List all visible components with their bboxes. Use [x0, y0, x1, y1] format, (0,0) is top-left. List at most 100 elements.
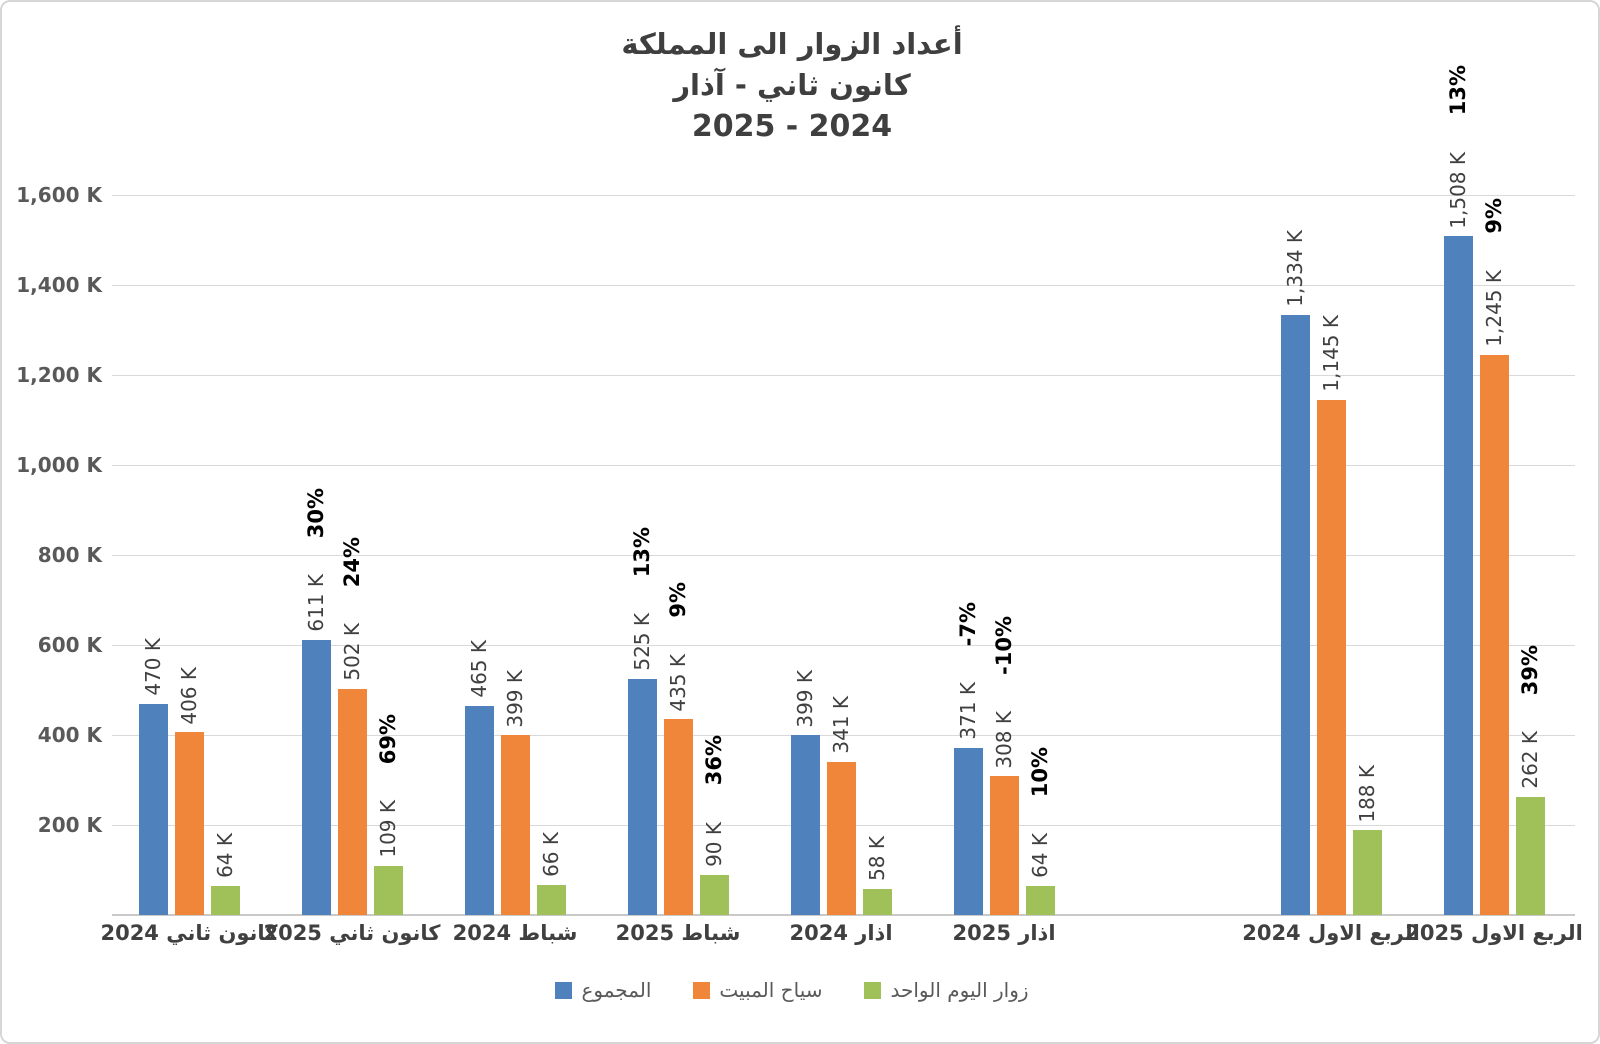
gridline [112, 465, 1575, 466]
bar-percent-label: 9% [1482, 198, 1506, 235]
bar-total-2 [301, 640, 331, 915]
bar-labels-total-6: -7% 371 K [953, 602, 983, 740]
bar-total-6 [953, 748, 983, 915]
bar-overnight-8 [1479, 354, 1509, 915]
bar-value-label: 1,245 K [1482, 270, 1506, 347]
y-tick-label: 800 K [37, 543, 102, 567]
y-tick-label: 1,200 K [16, 363, 102, 387]
bar-value-label: 58 K [865, 835, 889, 881]
bar-labels-overnight-6: -10% 308 K [989, 616, 1019, 769]
bar-day-visitors-4 [699, 874, 729, 915]
bar-labels-day-visitors-5: 58 K [862, 836, 892, 881]
gridline [112, 735, 1575, 736]
x-category-label: الربع الاول 2025 [1405, 921, 1583, 945]
bar-overnight-7 [1316, 399, 1346, 915]
legend-label-overnight: سياح المبيت [719, 978, 823, 1002]
bar-labels-day-visitors-4: 36% 90 K [699, 735, 729, 866]
bar-value-label: 64 K [213, 833, 237, 879]
bar-labels-day-visitors-3: 66 K [536, 832, 566, 877]
bar-value-label: 66 K [539, 832, 563, 878]
legend-swatch-total-icon [555, 981, 573, 999]
bar-total-1 [138, 703, 168, 915]
bar-day-visitors-8 [1515, 797, 1545, 915]
bar-labels-overnight-4: 9% 435 K [663, 582, 693, 711]
bar-value-label: 371 K [956, 682, 980, 741]
x-category-label: كانون ثاني 2025 [263, 921, 441, 945]
bar-value-label: 1,508 K [1446, 151, 1470, 229]
x-category-label: الربع الاول 2024 [1242, 921, 1420, 945]
bar-day-visitors-7 [1352, 830, 1382, 915]
x-category-label: اذار 2025 [952, 921, 1056, 945]
bar-percent-label: 69% [376, 714, 400, 765]
bar-overnight-2 [337, 689, 367, 915]
y-tick-label: 400 K [37, 723, 102, 747]
gridline [112, 285, 1575, 286]
bar-labels-overnight-8: 9% 1,245 K [1479, 198, 1509, 346]
y-tick-label: 200 K [37, 813, 102, 837]
chart-title-line3: 2025 - 2024 [691, 109, 893, 144]
x-category-label: كانون ثاني 2024 [100, 921, 278, 945]
x-category-label: شباط 2024 [452, 921, 578, 945]
legend-swatch-overnight-icon [693, 981, 711, 999]
bar-labels-overnight-2: 24% 502 K [337, 537, 367, 681]
legend: المجموع سياح المبيت زوار اليوم الواحد [2, 978, 1582, 1002]
bar-labels-day-visitors-6: 10% 64 K [1025, 747, 1055, 878]
legend-item-day-visitors: زوار اليوم الواحد [864, 978, 1029, 1002]
bar-day-visitors-1 [210, 886, 240, 915]
legend-swatch-day-visitors-icon [864, 981, 882, 999]
bar-total-4 [627, 678, 657, 915]
bar-value-label: 1,334 K [1283, 229, 1307, 307]
legend-item-total: المجموع [555, 978, 651, 1002]
bar-labels-overnight-5: 341 K [826, 696, 856, 754]
bar-value-label: 470 K [141, 637, 165, 696]
bar-percent-label: 24% [340, 537, 364, 588]
bar-percent-label: 10% [1028, 747, 1052, 798]
x-category-label: شباط 2025 [615, 921, 741, 945]
y-tick-label: 1,600 K [16, 183, 102, 207]
bar-value-label: 406 K [177, 666, 201, 725]
bar-labels-day-visitors-7: 188 K [1352, 765, 1382, 823]
bar-percent-label: -7% [956, 602, 980, 647]
bar-labels-overnight-1: 406 K [174, 667, 204, 725]
bar-overnight-5 [826, 761, 856, 915]
bar-labels-total-5: 399 K [790, 670, 820, 728]
gridline [112, 645, 1575, 646]
bar-value-label: 262 K [1518, 731, 1542, 790]
bar-labels-day-visitors-1: 64 K [210, 833, 240, 878]
bar-labels-day-visitors-2: 69% 109 K [373, 714, 403, 858]
chart-title: أعداد الزوار الى المملكة كانون ثاني - آذ… [2, 24, 1582, 148]
y-axis: 1,600 K 1,400 K 1,200 K 1,000 K 800 K 600 K 40… [2, 183, 102, 915]
y-tick-label: 1,400 K [16, 273, 102, 297]
gridline [112, 195, 1575, 196]
bar-value-label: 188 K [1355, 764, 1379, 823]
bar-value-label: 1,145 K [1319, 315, 1343, 392]
chart-title-line1: أعداد الزوار الى المملكة [621, 27, 963, 61]
bar-labels-total-8: 13% 1,508 K [1443, 65, 1473, 228]
bar-total-8 [1443, 236, 1473, 915]
bar-value-label: 64 K [1028, 833, 1052, 879]
bar-percent-label: 13% [630, 526, 654, 578]
bar-value-label: 525 K [630, 613, 654, 671]
y-tick-label: 1,000 K [16, 453, 102, 477]
bar-total-5 [790, 735, 820, 915]
gridline [112, 375, 1575, 376]
bar-labels-total-4: 13% 525 K [627, 527, 657, 671]
bar-overnight-1 [174, 732, 204, 915]
bar-value-label: 308 K [992, 710, 1016, 769]
bar-percent-label: -10% [992, 615, 1016, 675]
bar-value-label: 435 K [666, 653, 690, 712]
bar-value-label: 399 K [793, 669, 817, 728]
bar-total-7 [1280, 314, 1310, 915]
bar-overnight-3 [500, 735, 530, 915]
bar-labels-total-3: 465 K [464, 640, 494, 698]
bar-day-visitors-3 [536, 885, 566, 915]
bar-labels-total-1: 470 K [138, 638, 168, 696]
x-axis-line [112, 914, 1575, 916]
bar-labels-day-visitors-8: 39% 262 K [1515, 645, 1545, 789]
bar-labels-overnight-3: 399 K [500, 670, 530, 728]
bar-percent-label: 9% [666, 581, 690, 618]
plot-area: 470 K 30% 611 K 465 K 13% 525 K 399 K -7% 371 K 1… [112, 65, 1575, 916]
bar-percent-label: 13% [1446, 65, 1470, 116]
bar-value-label: 399 K [503, 669, 527, 728]
